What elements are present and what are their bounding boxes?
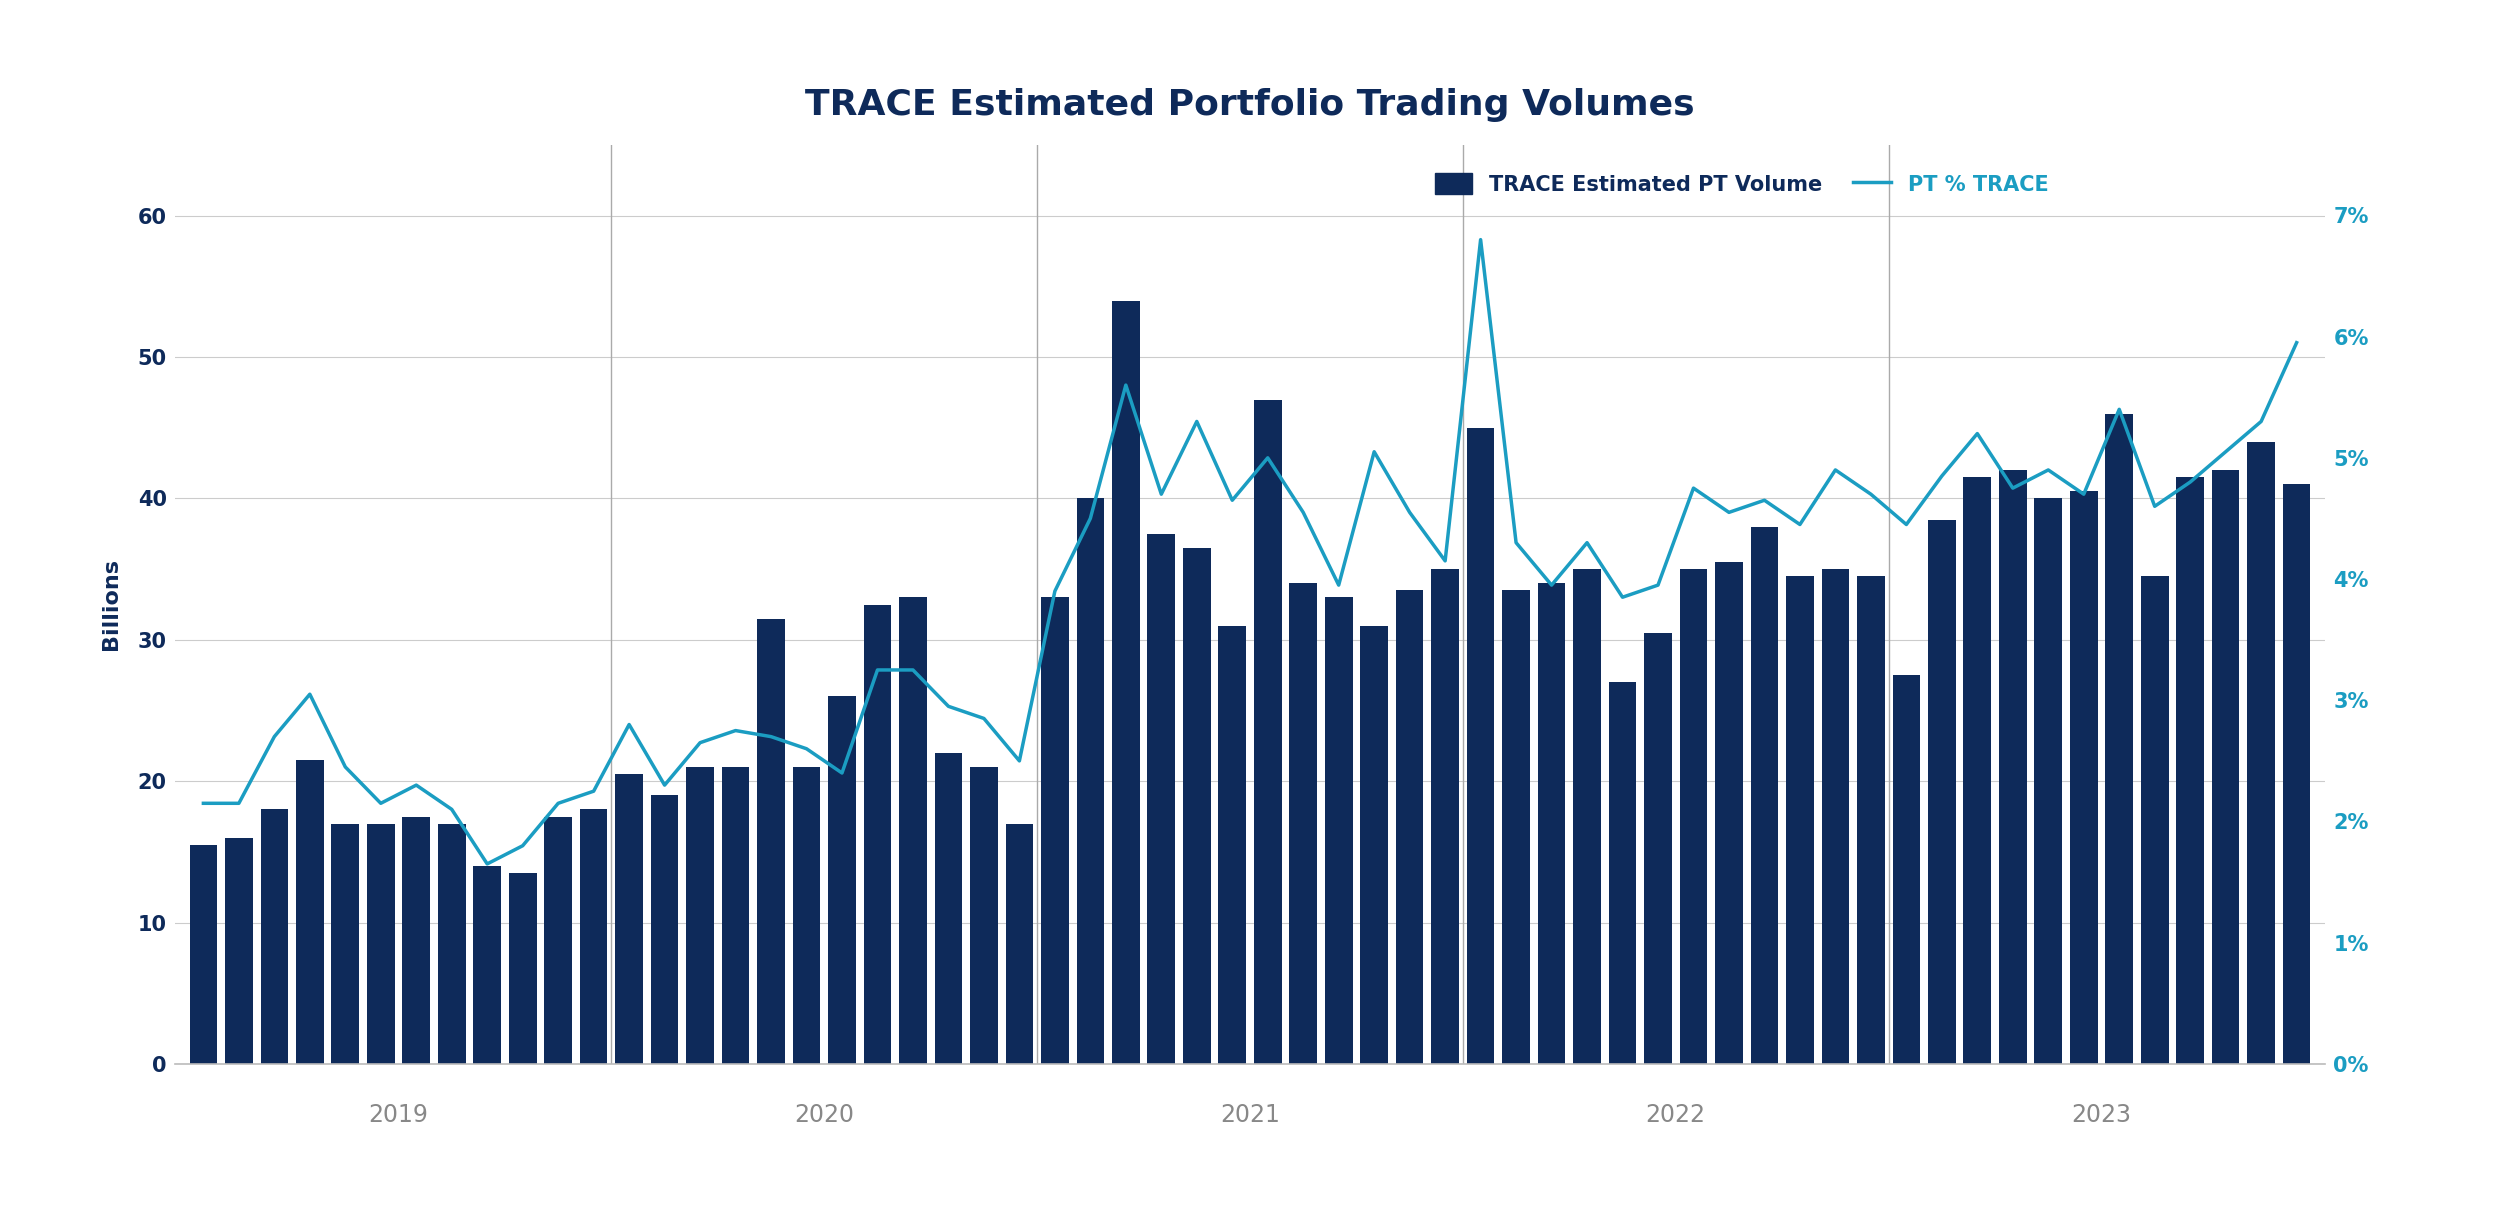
Bar	[295, 760, 322, 1064]
Bar	[1680, 569, 1708, 1064]
Bar	[1432, 569, 1460, 1064]
Bar	[402, 816, 430, 1064]
Bar	[510, 873, 538, 1064]
Bar	[225, 838, 253, 1064]
Bar	[2000, 470, 2028, 1064]
Bar	[332, 823, 360, 1064]
Bar	[862, 604, 892, 1064]
Y-axis label: Billions: Billions	[100, 559, 120, 650]
Bar	[1962, 478, 1990, 1064]
Bar	[935, 753, 962, 1064]
Bar	[1005, 823, 1032, 1064]
Text: 2019: 2019	[368, 1103, 428, 1127]
Bar	[2105, 413, 2132, 1064]
Bar	[758, 619, 785, 1064]
Bar	[615, 774, 642, 1064]
Title: TRACE Estimated Portfolio Trading Volumes: TRACE Estimated Portfolio Trading Volume…	[805, 87, 1695, 122]
Bar	[1928, 520, 1955, 1064]
Bar	[1360, 626, 1388, 1064]
Bar	[2248, 442, 2275, 1064]
Bar	[1645, 632, 1672, 1064]
Bar	[2178, 478, 2205, 1064]
Bar	[1822, 569, 1850, 1064]
Bar	[685, 767, 715, 1064]
Bar	[260, 810, 288, 1064]
Bar	[1858, 577, 1885, 1064]
Bar	[1182, 548, 1210, 1064]
Bar	[1715, 562, 1742, 1064]
Bar	[1255, 399, 1282, 1064]
Bar	[1572, 569, 1600, 1064]
Bar	[1892, 675, 1920, 1064]
Bar	[1395, 590, 1422, 1064]
Bar	[1608, 682, 1638, 1064]
Bar	[900, 597, 928, 1064]
Bar	[2140, 577, 2168, 1064]
Bar	[828, 696, 855, 1064]
Bar	[545, 816, 572, 1064]
Bar	[2282, 485, 2310, 1064]
Bar	[368, 823, 395, 1064]
Bar	[1040, 597, 1068, 1064]
Bar	[2035, 498, 2062, 1064]
Bar	[190, 845, 218, 1064]
Bar	[1290, 583, 1318, 1064]
Bar	[2212, 470, 2240, 1064]
Bar	[1785, 577, 1815, 1064]
Bar	[580, 810, 608, 1064]
Bar	[650, 796, 678, 1064]
Legend: TRACE Estimated PT Volume, PT % TRACE: TRACE Estimated PT Volume, PT % TRACE	[1427, 164, 2058, 203]
Bar	[1468, 428, 1495, 1064]
Text: 2022: 2022	[1645, 1103, 1705, 1127]
Text: 2021: 2021	[1220, 1103, 1280, 1127]
Bar	[1112, 301, 1140, 1064]
Bar	[1078, 498, 1105, 1064]
Bar	[792, 767, 820, 1064]
Text: 2020: 2020	[795, 1103, 855, 1127]
Bar	[1502, 590, 1530, 1064]
Bar	[1325, 597, 1352, 1064]
Text: 2023: 2023	[2072, 1103, 2132, 1127]
Bar	[2070, 491, 2098, 1064]
Bar	[1538, 583, 1565, 1064]
Bar	[1750, 527, 1778, 1064]
Bar	[1148, 534, 1175, 1064]
Bar	[438, 823, 465, 1064]
Bar	[722, 767, 750, 1064]
Bar	[970, 767, 998, 1064]
Bar	[1218, 626, 1245, 1064]
Bar	[472, 866, 500, 1064]
